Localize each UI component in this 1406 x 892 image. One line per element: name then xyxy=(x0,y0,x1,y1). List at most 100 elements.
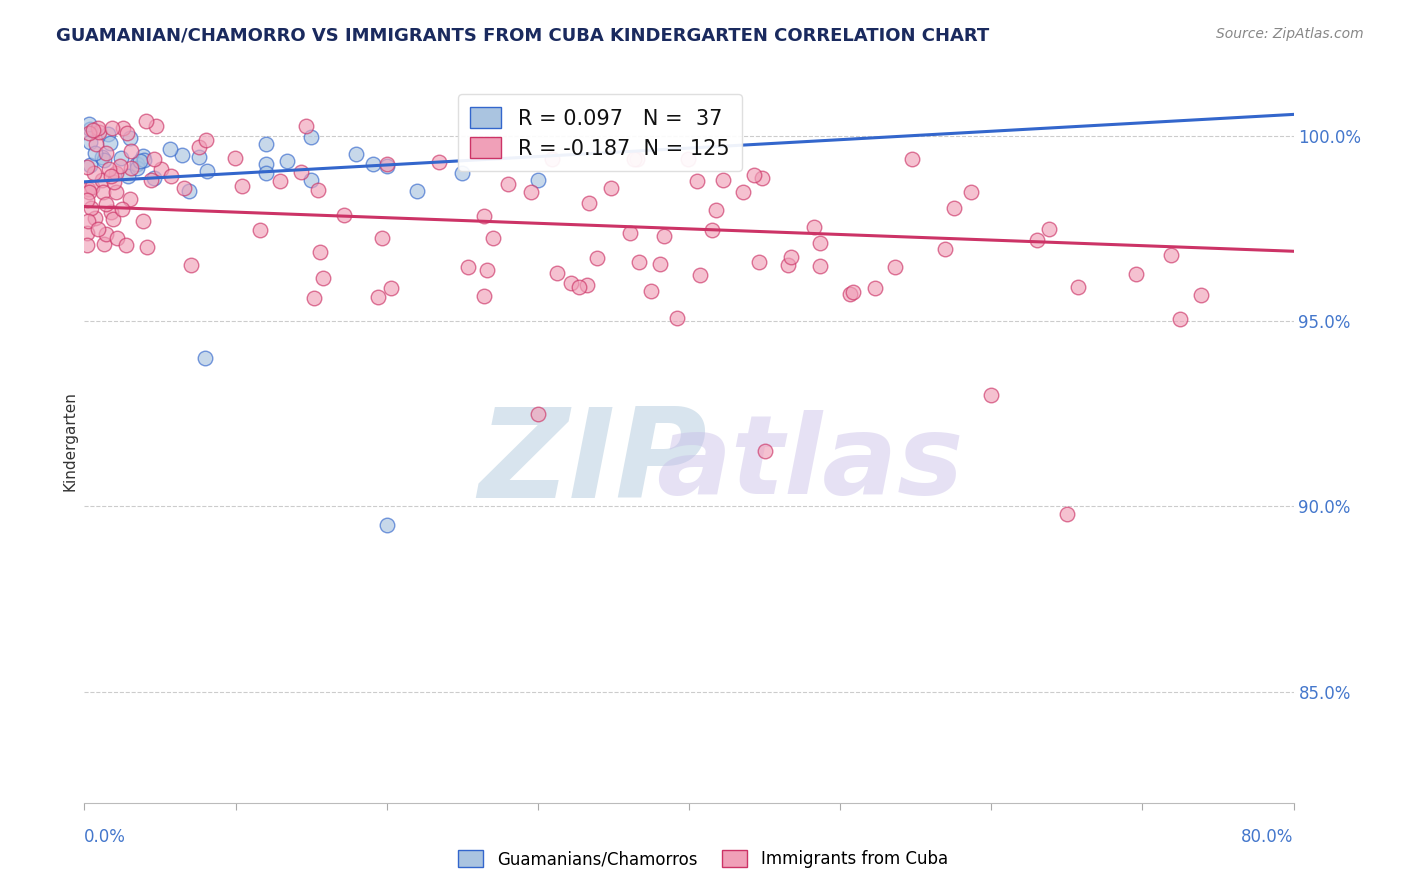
Point xyxy=(934,242,956,256)
Point xyxy=(842,285,865,299)
Point xyxy=(884,260,907,274)
Point xyxy=(290,164,312,178)
Text: GUAMANIAN/CHAMORRO VS IMMIGRANTS FROM CUBA KINDERGARTEN CORRELATION CHART: GUAMANIAN/CHAMORRO VS IMMIGRANTS FROM CU… xyxy=(56,27,990,45)
Point xyxy=(1038,222,1060,236)
Point xyxy=(810,236,832,251)
Y-axis label: Kindergarten: Kindergarten xyxy=(62,392,77,491)
Point xyxy=(139,173,162,187)
Point xyxy=(704,203,727,218)
Point xyxy=(652,228,675,243)
Point xyxy=(803,219,825,234)
Point xyxy=(159,142,181,156)
Point xyxy=(180,258,202,272)
Point xyxy=(648,257,671,271)
Point xyxy=(118,131,141,145)
Point xyxy=(276,153,298,168)
Text: Source: ZipAtlas.com: Source: ZipAtlas.com xyxy=(1216,27,1364,41)
Point xyxy=(96,145,118,160)
Point xyxy=(93,236,115,251)
Point xyxy=(578,196,600,211)
Point xyxy=(91,185,114,199)
Point xyxy=(626,152,648,166)
Point xyxy=(754,443,776,458)
Point xyxy=(1026,233,1049,247)
Point xyxy=(481,231,503,245)
Text: atlas: atlas xyxy=(657,409,963,516)
Point xyxy=(84,211,107,226)
Point xyxy=(666,310,689,325)
Point xyxy=(689,268,711,283)
Point xyxy=(105,230,128,244)
Point xyxy=(93,153,115,168)
Point xyxy=(194,351,217,366)
Point xyxy=(942,202,965,216)
Point xyxy=(173,181,195,195)
Point xyxy=(125,161,148,176)
Point xyxy=(224,151,246,165)
Point xyxy=(307,183,329,197)
Point xyxy=(91,150,114,164)
Point xyxy=(254,157,277,171)
Point xyxy=(159,169,181,183)
Point xyxy=(839,287,862,301)
Point xyxy=(97,128,120,142)
Point xyxy=(702,223,724,237)
Point xyxy=(678,152,700,166)
Point xyxy=(115,238,138,252)
Point xyxy=(619,226,641,240)
Point xyxy=(231,178,253,193)
Point xyxy=(117,127,139,141)
Point xyxy=(104,166,127,180)
Point xyxy=(599,181,621,195)
Point xyxy=(960,185,983,199)
Point xyxy=(980,388,1002,402)
Legend: R = 0.097   N =  37, R = -0.187  N = 125: R = 0.097 N = 37, R = -0.187 N = 125 xyxy=(457,95,742,171)
Point xyxy=(295,119,318,133)
Point xyxy=(79,186,101,200)
Point xyxy=(1168,311,1191,326)
Text: ZIP: ZIP xyxy=(478,402,707,524)
Point xyxy=(97,162,120,177)
Point xyxy=(76,160,98,174)
Point xyxy=(623,153,645,167)
Point xyxy=(143,152,166,166)
Point xyxy=(79,122,101,136)
Point xyxy=(84,137,107,152)
Point xyxy=(145,119,167,133)
Point xyxy=(472,288,495,302)
Point xyxy=(98,136,121,150)
Point xyxy=(187,150,209,164)
Point xyxy=(375,517,398,532)
Point xyxy=(302,291,325,305)
Point xyxy=(108,160,131,174)
Point xyxy=(451,166,474,180)
Point xyxy=(568,280,591,294)
Point xyxy=(375,157,398,171)
Point xyxy=(103,175,125,189)
Point xyxy=(84,145,107,160)
Point xyxy=(79,126,101,140)
Point xyxy=(149,161,172,176)
Point xyxy=(76,193,98,207)
Point xyxy=(457,260,479,274)
Point xyxy=(110,151,132,165)
Point xyxy=(751,171,773,186)
Point xyxy=(1125,267,1147,281)
Point xyxy=(1056,507,1078,521)
Point xyxy=(731,185,754,199)
Legend: Guamanians/Chamorros, Immigrants from Cuba: Guamanians/Chamorros, Immigrants from Cu… xyxy=(451,843,955,875)
Point xyxy=(76,182,98,196)
Point xyxy=(104,186,127,200)
Point xyxy=(865,281,887,295)
Point xyxy=(87,120,110,135)
Point xyxy=(346,147,368,161)
Point xyxy=(79,158,101,172)
Point xyxy=(628,255,651,269)
Point xyxy=(96,227,118,242)
Point xyxy=(686,174,709,188)
Point xyxy=(80,180,103,194)
Point xyxy=(1067,280,1090,294)
Point xyxy=(94,197,117,211)
Point xyxy=(120,144,142,158)
Point xyxy=(808,259,831,273)
